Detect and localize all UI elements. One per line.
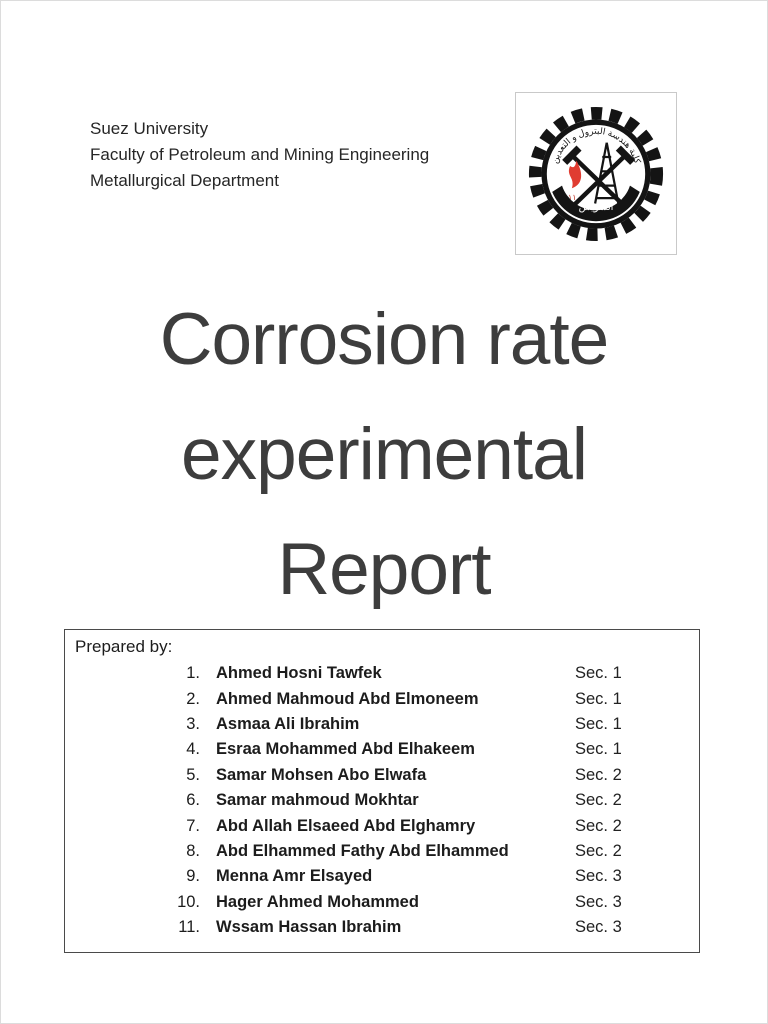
member-name: Samar Mohsen Abo Elwafa [216,765,427,784]
title-line-1: Corrosion rate [159,299,610,380]
member-row: 5. Samar Mohsen Abo Elwafa Sec. 2 [75,763,699,788]
member-row: 9. Menna Amr Elsayed Sec. 3 [75,864,699,889]
member-section: Sec. 1 [575,740,622,759]
oil-derrick-icon [594,141,620,204]
university-logo: كلية هندسة البترول و التعدين ١٩١١ السويس [515,92,677,255]
member-section: Sec. 3 [575,867,622,886]
member-number: 5. [186,765,200,784]
title-line-2: experimental [181,414,588,495]
member-section: Sec. 2 [575,791,622,810]
member-section: Sec. 1 [575,689,622,708]
title-line-3: Report [277,529,491,610]
member-section: Sec. 2 [575,841,622,860]
gear-ring [528,106,664,241]
member-name: Abd Allah Elsaeed Abd Elghamry [216,816,476,835]
logo-bottom-text: السويس [579,201,614,212]
report-title: Corrosion rate experimental Report [0,282,768,627]
member-number: 11. [178,918,200,937]
member-name: Samar mahmoud Mokhtar [216,791,419,810]
member-number: 9. [186,867,200,886]
members-list: 1. Ahmed Hosni Tawfek Sec. 1 2. Ahmed Ma… [75,661,699,940]
member-number: 7. [186,816,200,835]
member-row: 11. Wssam Hassan Ibrahim Sec. 3 [75,915,699,940]
member-number: 8. [186,841,200,860]
institution-line-2: Faculty of Petroleum and Mining Engineer… [90,145,430,164]
member-name: Hager Ahmed Mohammed [216,892,419,911]
member-number: 3. [186,714,200,733]
member-row: 7. Abd Allah Elsaeed Abd Elghamry Sec. 2 [75,813,699,838]
flame-icon [568,160,582,188]
member-section: Sec. 3 [575,892,622,911]
member-row: 2. Ahmed Mahmoud Abd Elmoneem Sec. 1 [75,686,699,711]
member-number: 4. [186,740,200,759]
member-row: 6. Samar mahmoud Mokhtar Sec. 2 [75,788,699,813]
member-section: Sec. 1 [575,714,622,733]
logo-bottom-band [552,185,640,221]
member-name: Wssam Hassan Ibrahim [216,918,402,937]
member-name: Ahmed Hosni Tawfek [216,664,382,683]
institution-line-1: Suez University [90,119,209,138]
member-row: 8. Abd Elhammed Fathy Abd Elhammed Sec. … [75,839,699,864]
member-name: Abd Elhammed Fathy Abd Elhammed [216,841,509,860]
member-name: Ahmed Mahmoud Abd Elmoneem [216,689,479,708]
member-row: 3. Asmaa Ali Ibrahim Sec. 1 [75,712,699,737]
member-number: 1. [186,664,200,683]
member-name: Asmaa Ali Ibrahim [216,714,360,733]
member-number: 10. [177,892,200,911]
member-name: Esraa Mohammed Abd Elhakeem [216,740,475,759]
institution-line-3: Metallurgical Department [90,171,279,190]
member-name: Menna Amr Elsayed [216,867,373,886]
member-number: 6. [186,791,200,810]
member-row: 4. Esraa Mohammed Abd Elhakeem Sec. 1 [75,737,699,762]
document-header: Suez University Faculty of Petroleum and… [90,116,429,194]
member-number: 2. [186,689,200,708]
member-section: Sec. 3 [575,918,622,937]
member-section: Sec. 2 [575,765,622,784]
prepared-by-box: Prepared by: 1. Ahmed Hosni Tawfek Sec. … [64,629,700,953]
member-section: Sec. 2 [575,816,622,835]
university-emblem-icon: كلية هندسة البترول و التعدين ١٩١١ السويس [528,106,664,241]
member-row: 10. Hager Ahmed Mohammed Sec. 3 [75,890,699,915]
member-section: Sec. 1 [575,664,622,683]
member-row: 1. Ahmed Hosni Tawfek Sec. 1 [75,661,699,686]
prepared-by-label: Prepared by: [75,637,173,656]
